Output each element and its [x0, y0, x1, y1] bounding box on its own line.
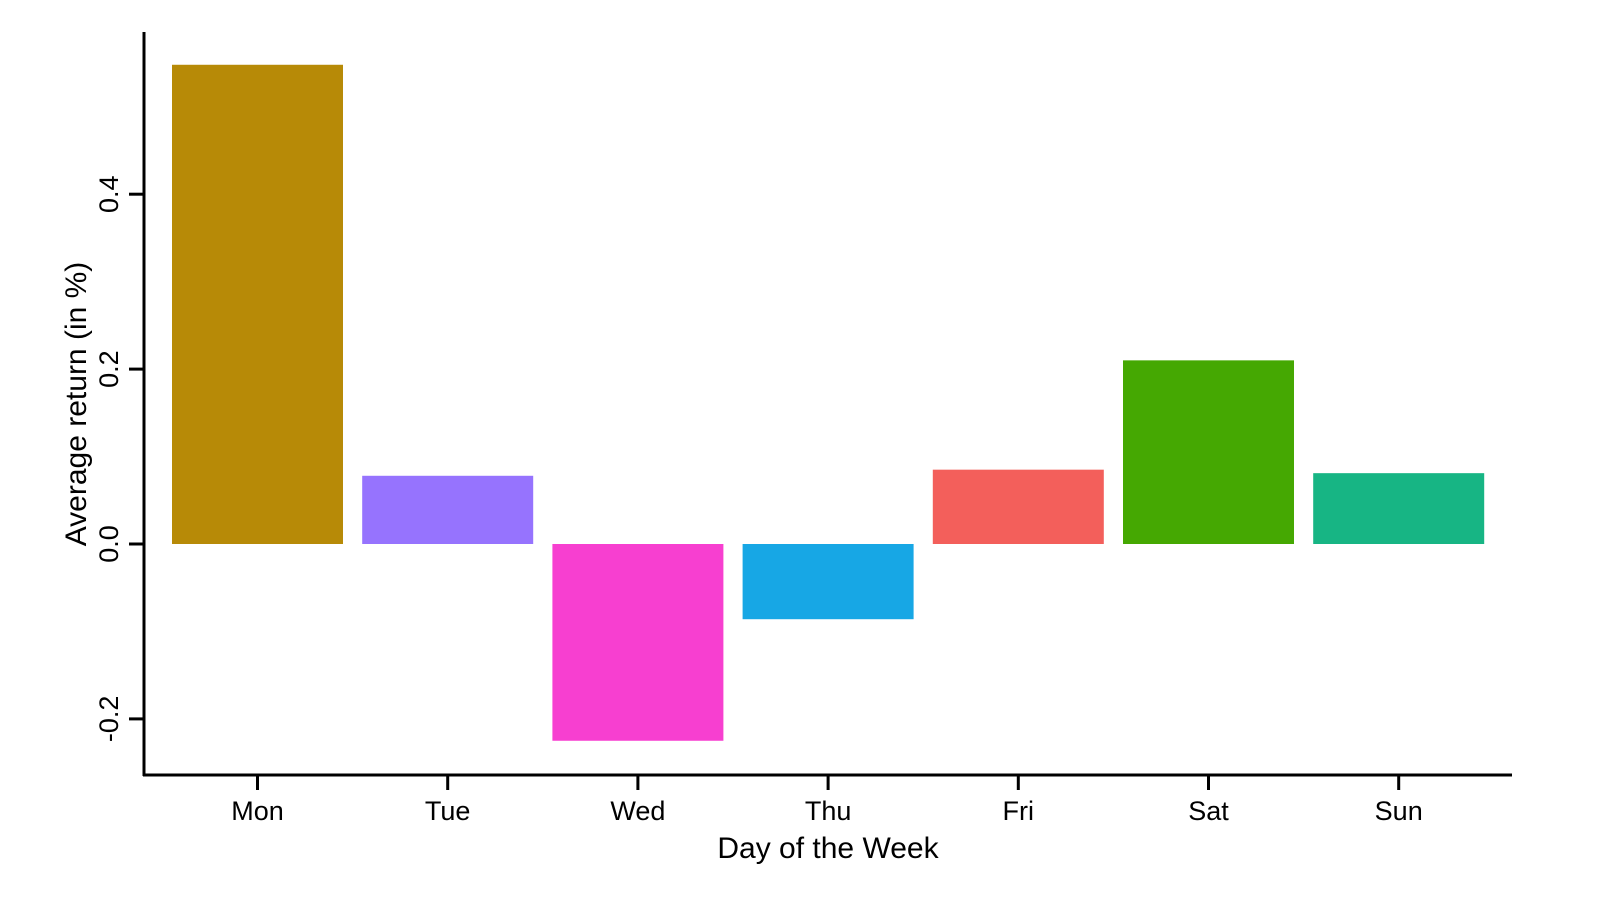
bar-thu: [742, 544, 914, 620]
y-axis-title: Average return (in %): [60, 262, 93, 547]
bar-wed: [552, 544, 724, 741]
y-tick-label: 0.2: [94, 350, 124, 388]
x-axis-title: Day of the Week: [717, 832, 939, 865]
y-tick-label: 0.4: [94, 175, 124, 213]
x-tick-label: Mon: [231, 796, 284, 826]
bar-fri: [932, 469, 1104, 544]
y-tick-label: -0.2: [94, 696, 124, 743]
x-tick-label: Wed: [610, 796, 665, 826]
bar-sat: [1123, 360, 1294, 544]
y-ticks-group: -0.2 0.0 0.2 0.4: [94, 175, 144, 742]
axes-group: [142, 32, 1512, 777]
x-tick-label: Fri: [1003, 796, 1034, 826]
bars-group: [172, 64, 1485, 741]
x-tick-label: Sat: [1188, 796, 1229, 826]
x-tick-label: Thu: [805, 796, 852, 826]
bar-tue: [362, 475, 534, 544]
x-tick-label: Tue: [425, 796, 471, 826]
bar-mon: [172, 64, 343, 545]
y-tick-label: 0.0: [94, 525, 124, 563]
bar-sun: [1313, 473, 1485, 544]
x-ticks-group: Mon Tue Wed Thu Fri Sat Sun: [231, 775, 1423, 826]
x-tick-label: Sun: [1375, 796, 1423, 826]
